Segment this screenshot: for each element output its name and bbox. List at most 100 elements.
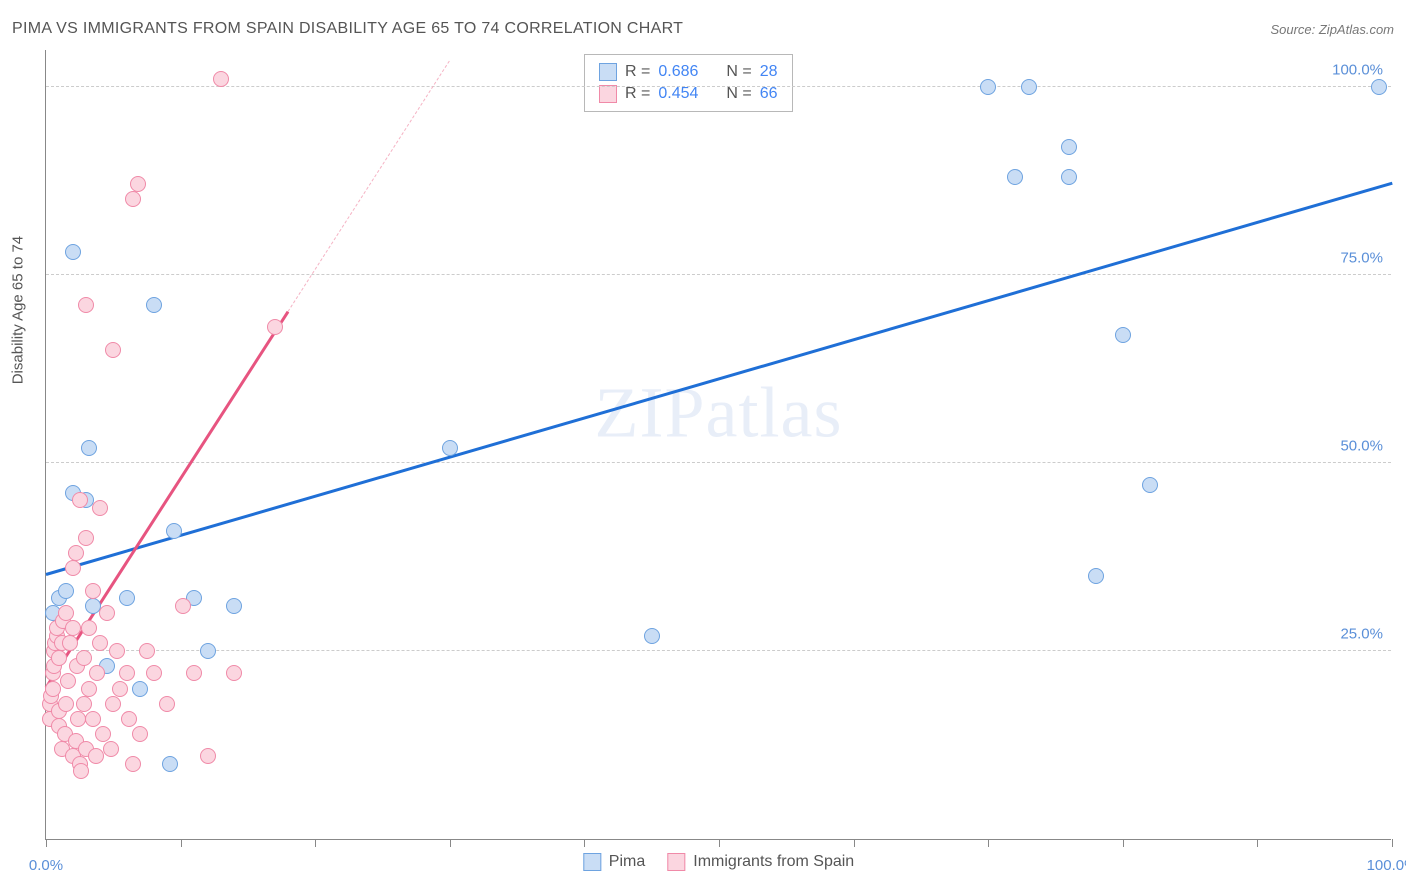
data-point [125,191,141,207]
legend-item: Pima [583,853,645,871]
data-point [146,665,162,681]
data-point [60,673,76,689]
scatter-plot-area: ZIPatlas R = 0.686 N = 28 R = 0.454 N = … [45,50,1391,840]
legend-label: Immigrants from Spain [693,853,854,871]
data-point [109,643,125,659]
gridline [46,462,1391,463]
data-point [73,763,89,779]
data-point [200,643,216,659]
watermark: ZIPatlas [595,371,843,454]
data-point [119,665,135,681]
data-point [125,756,141,772]
data-point [159,696,175,712]
data-point [1061,139,1077,155]
data-point [103,741,119,757]
data-point [88,748,104,764]
n-label: N = [726,85,751,103]
correlation-legend-box: R = 0.686 N = 28 R = 0.454 N = 66 [584,54,793,112]
n-value: 66 [760,85,778,103]
data-point [644,628,660,644]
data-point [92,500,108,516]
data-point [1371,79,1387,95]
data-point [121,711,137,727]
data-point [980,79,996,95]
data-point [130,176,146,192]
gridline [46,274,1391,275]
data-point [1088,568,1104,584]
correlation-row: R = 0.686 N = 28 [599,61,778,83]
data-point [65,620,81,636]
data-point [166,523,182,539]
data-point [78,297,94,313]
data-point [81,681,97,697]
data-point [186,665,202,681]
swatch-icon [583,853,601,871]
data-point [1142,477,1158,493]
x-tick-label: 0.0% [29,857,63,874]
data-point [72,492,88,508]
data-point [1021,79,1037,95]
data-point [62,635,78,651]
data-point [226,665,242,681]
data-point [112,681,128,697]
x-tick [854,839,855,847]
data-point [442,440,458,456]
x-tick [450,839,451,847]
data-point [85,711,101,727]
n-label: N = [726,63,751,81]
x-tick-label: 100.0% [1367,857,1406,874]
data-point [58,605,74,621]
data-point [51,650,67,666]
gridline [46,650,1391,651]
data-point [119,590,135,606]
x-tick [988,839,989,847]
legend: Pima Immigrants from Spain [583,853,854,871]
r-value: 0.454 [658,85,698,103]
x-tick [46,839,47,847]
gridline [46,86,1391,87]
title-bar: PIMA VS IMMIGRANTS FROM SPAIN DISABILITY… [12,20,1394,38]
swatch-icon [599,63,617,81]
y-axis-title: Disability Age 65 to 74 [10,236,27,384]
data-point [139,643,155,659]
data-point [132,726,148,742]
data-point [95,726,111,742]
y-tick-label: 75.0% [1340,249,1383,266]
data-point [58,696,74,712]
data-point [81,440,97,456]
data-point [99,605,115,621]
data-point [78,530,94,546]
swatch-icon [599,85,617,103]
n-value: 28 [760,63,778,81]
data-point [105,696,121,712]
y-tick-label: 25.0% [1340,625,1383,642]
data-point [226,598,242,614]
data-point [162,756,178,772]
r-value: 0.686 [658,63,698,81]
trendline [46,181,1393,575]
source-attribution: Source: ZipAtlas.com [1270,22,1394,37]
data-point [267,319,283,335]
data-point [65,560,81,576]
data-point [81,620,97,636]
x-tick [315,839,316,847]
x-tick [719,839,720,847]
legend-item: Immigrants from Spain [667,853,854,871]
data-point [1115,327,1131,343]
data-point [105,342,121,358]
x-tick [1257,839,1258,847]
y-tick-label: 50.0% [1340,437,1383,454]
chart-title: PIMA VS IMMIGRANTS FROM SPAIN DISABILITY… [12,20,683,38]
data-point [146,297,162,313]
data-point [58,583,74,599]
legend-label: Pima [609,853,645,871]
data-point [76,650,92,666]
data-point [213,71,229,87]
data-point [85,583,101,599]
data-point [45,681,61,697]
data-point [200,748,216,764]
data-point [76,696,92,712]
y-tick-label: 100.0% [1332,61,1383,78]
data-point [175,598,191,614]
data-point [132,681,148,697]
